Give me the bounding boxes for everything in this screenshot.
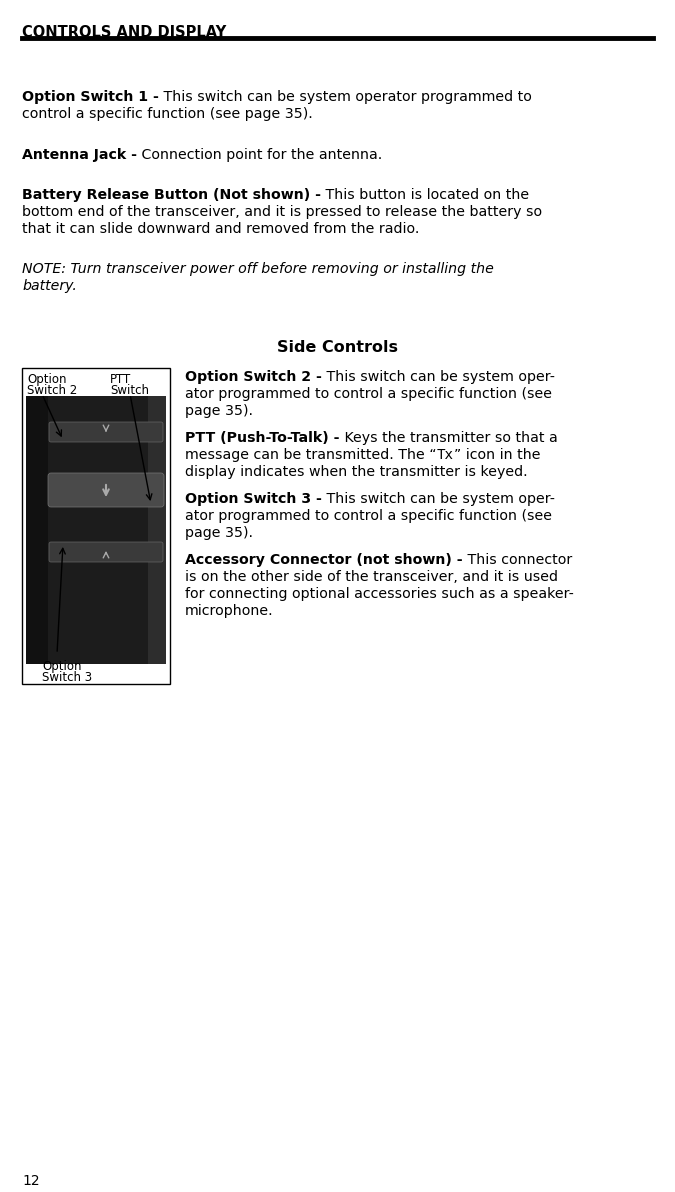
Text: This button is located on the: This button is located on the — [321, 188, 529, 201]
Text: Antenna Jack -: Antenna Jack - — [22, 148, 137, 162]
Text: PTT: PTT — [110, 373, 131, 386]
Text: This connector: This connector — [462, 553, 572, 567]
Text: ator programmed to control a specific function (see: ator programmed to control a specific fu… — [185, 387, 552, 401]
Text: Option Switch 1 -: Option Switch 1 - — [22, 91, 159, 104]
Text: This switch can be system operator programmed to: This switch can be system operator progr… — [159, 91, 532, 104]
Bar — [148, 396, 166, 664]
FancyBboxPatch shape — [48, 473, 164, 507]
Text: message can be transmitted. The “: message can be transmitted. The “ — [185, 448, 437, 462]
Text: ” icon in the: ” icon in the — [454, 448, 540, 462]
Text: This switch can be system oper-: This switch can be system oper- — [322, 492, 555, 505]
Text: Battery Release Button (Not shown) -: Battery Release Button (Not shown) - — [22, 188, 321, 201]
Text: Side Controls: Side Controls — [277, 340, 398, 355]
Text: Option Switch 2 -: Option Switch 2 - — [185, 370, 322, 384]
FancyBboxPatch shape — [49, 422, 163, 442]
Text: NOTE: Turn transceiver power off before removing or installing the: NOTE: Turn transceiver power off before … — [22, 262, 494, 277]
Text: page 35).: page 35). — [185, 404, 253, 418]
Text: 12: 12 — [22, 1174, 40, 1188]
Text: Option Switch 3 -: Option Switch 3 - — [185, 492, 322, 505]
Bar — [22, 368, 170, 684]
Text: Option: Option — [27, 373, 67, 386]
Text: Tx: Tx — [437, 448, 454, 462]
Text: CONTROLS AND DISPLAY: CONTROLS AND DISPLAY — [22, 25, 226, 41]
Text: that it can slide downward and removed from the radio.: that it can slide downward and removed f… — [22, 222, 419, 236]
Text: Option: Option — [42, 660, 82, 673]
Text: ator programmed to control a specific function (see: ator programmed to control a specific fu… — [185, 509, 552, 523]
Text: PTT (Push-To-Talk) -: PTT (Push-To-Talk) - — [185, 432, 340, 445]
Bar — [26, 396, 166, 664]
Text: Switch 3: Switch 3 — [42, 671, 92, 684]
Text: battery.: battery. — [22, 279, 77, 293]
Text: microphone.: microphone. — [185, 604, 273, 617]
Text: is on the other side of the transceiver, and it is used: is on the other side of the transceiver,… — [185, 570, 558, 584]
Text: Switch 2: Switch 2 — [27, 384, 77, 397]
Text: bottom end of the transceiver, and it is pressed to release the battery so: bottom end of the transceiver, and it is… — [22, 205, 542, 219]
Text: Accessory Connector (not shown) -: Accessory Connector (not shown) - — [185, 553, 462, 567]
Text: Keys the transmitter so that a: Keys the transmitter so that a — [340, 432, 558, 445]
Text: control a specific function (see page 35).: control a specific function (see page 35… — [22, 107, 313, 122]
Text: This switch can be system oper-: This switch can be system oper- — [322, 370, 555, 384]
Text: Connection point for the antenna.: Connection point for the antenna. — [137, 148, 382, 162]
Bar — [26, 396, 48, 664]
Text: page 35).: page 35). — [185, 526, 253, 540]
Text: Switch: Switch — [110, 384, 149, 397]
Text: display indicates when the transmitter is keyed.: display indicates when the transmitter i… — [185, 465, 528, 479]
Text: for connecting optional accessories such as a speaker-: for connecting optional accessories such… — [185, 586, 574, 601]
FancyBboxPatch shape — [49, 542, 163, 561]
